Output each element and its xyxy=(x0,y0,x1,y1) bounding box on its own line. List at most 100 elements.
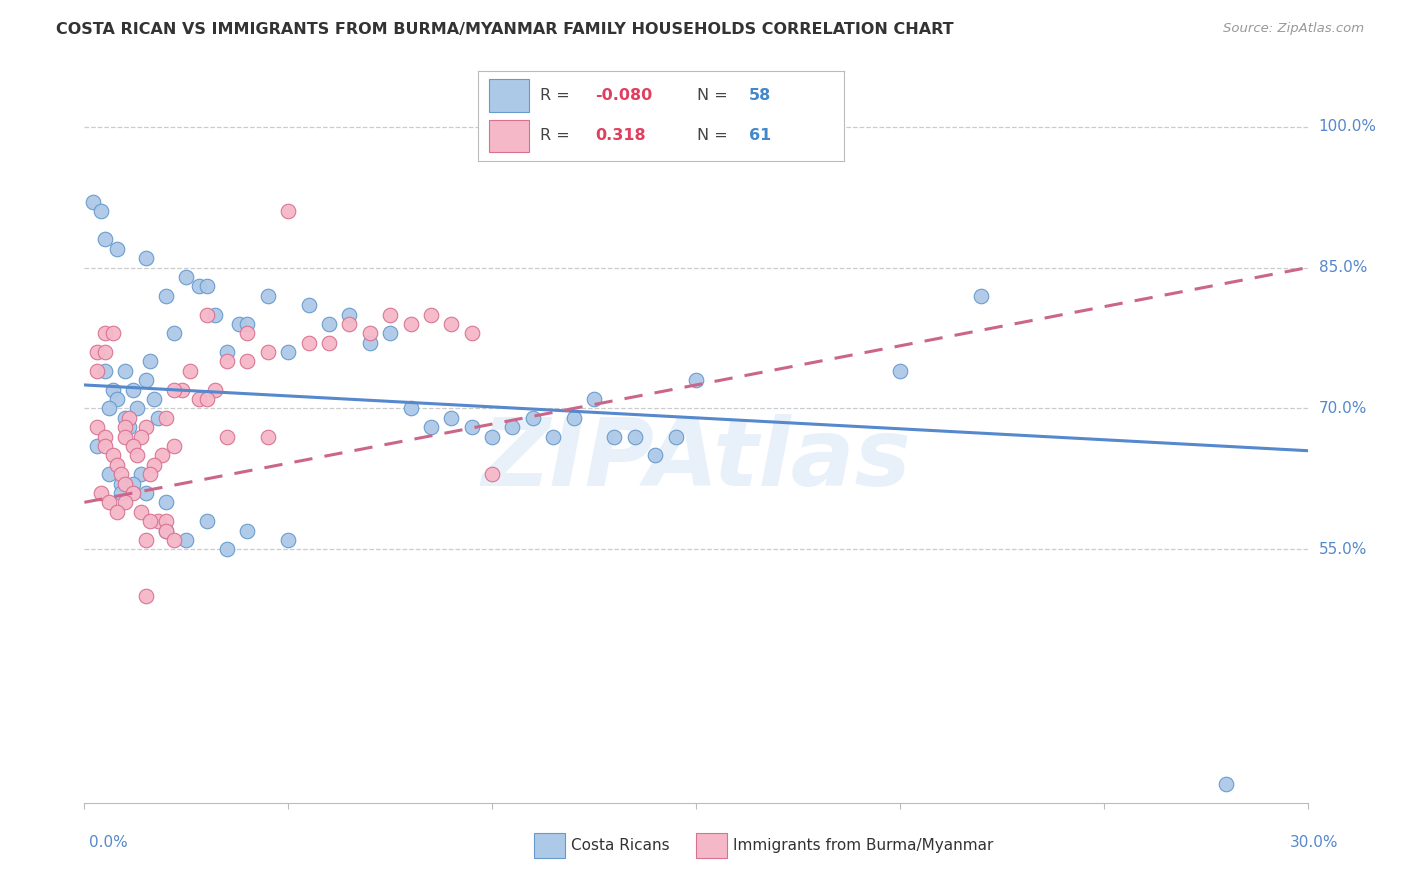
Point xyxy=(135,251,157,265)
Point xyxy=(90,204,112,219)
Text: 61: 61 xyxy=(748,128,770,143)
Point xyxy=(114,410,136,425)
Point xyxy=(142,458,165,472)
Point xyxy=(105,458,128,472)
Text: COSTA RICAN VS IMMIGRANTS FROM BURMA/MYANMAR FAMILY HOUSEHOLDS CORRELATION CHART: COSTA RICAN VS IMMIGRANTS FROM BURMA/MYA… xyxy=(56,22,953,37)
Point xyxy=(298,335,321,350)
Point xyxy=(257,289,280,303)
Bar xyxy=(489,79,529,112)
Point xyxy=(138,354,160,368)
Point xyxy=(127,401,149,416)
Point xyxy=(163,326,186,341)
Point xyxy=(217,429,239,443)
Point xyxy=(380,326,402,341)
Point xyxy=(110,467,132,482)
Text: 55.0%: 55.0% xyxy=(1319,541,1367,557)
Point xyxy=(440,317,463,331)
Point xyxy=(135,373,157,387)
Point xyxy=(236,354,259,368)
Point xyxy=(155,289,177,303)
Point xyxy=(359,326,381,341)
Point xyxy=(481,467,503,482)
Point xyxy=(257,429,280,443)
Point xyxy=(179,364,201,378)
Point xyxy=(135,589,157,603)
Point xyxy=(86,345,108,359)
Point xyxy=(93,345,115,359)
Point xyxy=(131,467,153,482)
Point xyxy=(101,449,124,463)
Point xyxy=(399,317,422,331)
Point xyxy=(105,392,128,406)
Point xyxy=(97,467,120,482)
Point xyxy=(101,326,124,341)
Point xyxy=(562,410,585,425)
Point xyxy=(118,410,141,425)
Point xyxy=(155,410,177,425)
Point xyxy=(204,383,226,397)
Point xyxy=(163,533,186,547)
Point xyxy=(86,420,108,434)
Point xyxy=(187,279,209,293)
Point xyxy=(380,308,402,322)
Point xyxy=(114,364,136,378)
Point xyxy=(101,383,124,397)
Point xyxy=(217,345,239,359)
Point xyxy=(217,354,239,368)
Point xyxy=(131,505,153,519)
Point xyxy=(118,420,141,434)
Point xyxy=(501,420,523,434)
Point xyxy=(155,524,177,538)
Point xyxy=(195,279,218,293)
Point xyxy=(204,308,226,322)
Point xyxy=(93,364,115,378)
Text: ZIPAtlas: ZIPAtlas xyxy=(481,414,911,507)
Point xyxy=(582,392,605,406)
Point xyxy=(86,439,108,453)
Point xyxy=(318,335,340,350)
Point xyxy=(82,194,104,209)
Point xyxy=(97,401,120,416)
Text: 58: 58 xyxy=(748,88,770,103)
Text: Source: ZipAtlas.com: Source: ZipAtlas.com xyxy=(1223,22,1364,36)
Point xyxy=(150,449,173,463)
Point xyxy=(110,486,132,500)
Point xyxy=(163,383,186,397)
Point xyxy=(110,476,132,491)
Point xyxy=(97,495,120,509)
Point xyxy=(127,449,149,463)
Point xyxy=(1215,777,1237,791)
Point xyxy=(93,439,115,453)
Point xyxy=(318,317,340,331)
Text: -0.080: -0.080 xyxy=(595,88,652,103)
Text: Immigrants from Burma/Myanmar: Immigrants from Burma/Myanmar xyxy=(733,838,993,853)
Point xyxy=(522,410,544,425)
Point xyxy=(236,326,259,341)
Point xyxy=(664,429,686,443)
Point xyxy=(889,364,911,378)
Point xyxy=(339,317,360,331)
Point xyxy=(155,495,177,509)
Bar xyxy=(489,120,529,152)
Point xyxy=(155,514,177,528)
Point xyxy=(163,439,186,453)
Text: N =: N = xyxy=(697,88,734,103)
Point xyxy=(685,373,707,387)
Point xyxy=(93,429,115,443)
Point xyxy=(105,242,128,256)
Text: N =: N = xyxy=(697,128,734,143)
Point xyxy=(138,467,160,482)
Point xyxy=(122,383,145,397)
Text: 85.0%: 85.0% xyxy=(1319,260,1367,275)
Point xyxy=(114,495,136,509)
Point xyxy=(93,232,115,246)
Point xyxy=(114,429,136,443)
Point xyxy=(135,533,157,547)
Point xyxy=(461,326,484,341)
Point xyxy=(277,345,299,359)
Point xyxy=(603,429,626,443)
Text: 0.318: 0.318 xyxy=(595,128,645,143)
Point xyxy=(420,308,443,322)
Point xyxy=(114,476,136,491)
Point xyxy=(105,505,128,519)
